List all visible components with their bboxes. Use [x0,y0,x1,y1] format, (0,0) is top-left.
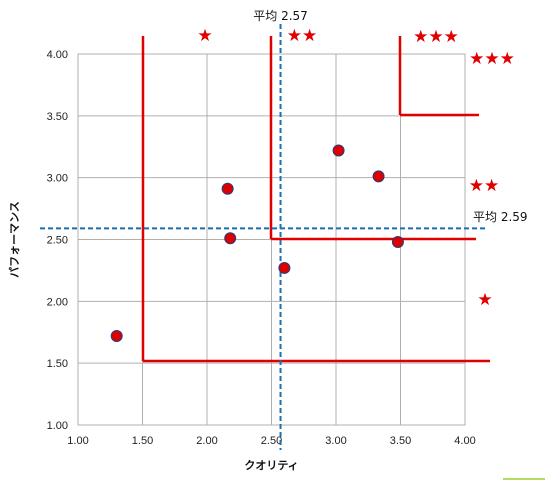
data-points [110,144,404,342]
y-tick-labels: 1.00 1.50 2.00 2.50 3.00 3.50 4.00 [47,49,68,432]
data-point [372,170,385,183]
y-tick-label: 1.00 [47,420,68,432]
y-tick-label: 3.00 [47,173,68,185]
x-tick-labels: 1.00 1.50 2.00 2.50 3.00 3.50 4.00 [67,435,475,447]
x-tick-label: 2.50 [261,435,282,447]
x-tick-label: 3.50 [390,435,411,447]
star-rating-right-high-perf: ★★★ [469,49,515,69]
y-tick-label: 1.50 [47,358,68,370]
y-tick-label: 3.50 [47,111,68,123]
x-tick-label: 1.00 [67,435,88,447]
data-point [391,235,404,248]
star-rating-top-mid-quality: ★★ [287,26,317,46]
star-rating-right-low-perf: ★ [477,290,492,310]
avg-performance-label: 平均 2.59 [473,210,528,224]
data-point [332,144,345,157]
x-tick-label: 1.50 [132,435,153,447]
data-point [224,232,237,245]
star-rating-top-high-quality: ★★★ [413,27,459,47]
x-tick-label: 2.00 [196,435,217,447]
average-lines [40,24,487,450]
y-tick-label: 2.00 [47,296,68,308]
data-point [221,182,234,195]
x-tick-label: 4.00 [454,435,475,447]
y-tick-label: 2.50 [47,235,68,247]
x-tick-label: 3.00 [325,435,346,447]
avg-quality-label: 平均 2.57 [253,9,308,23]
star-rating-right-mid-perf: ★★ [469,176,499,196]
star-rating-top-low-quality: ★ [197,26,212,46]
y-tick-label: 4.00 [47,49,68,61]
data-point [110,329,123,342]
x-axis-title: クオリティ [244,459,298,472]
quadrant-boundaries [141,36,490,363]
data-point [278,261,291,274]
y-axis-title: パフォーマンス [8,201,21,278]
